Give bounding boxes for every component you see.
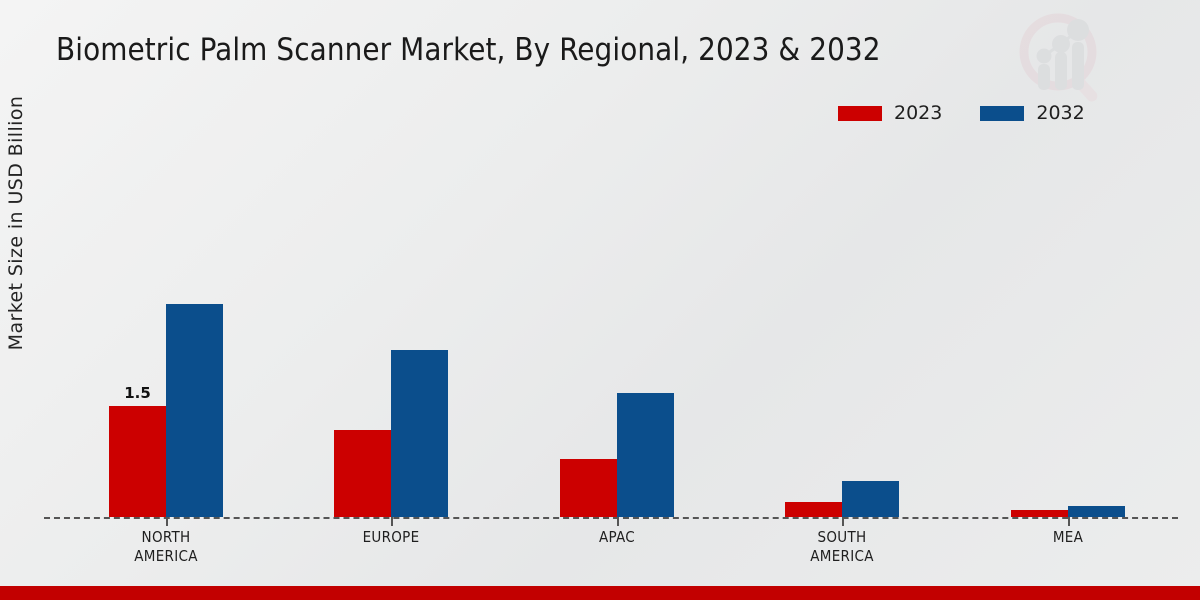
- x-axis-tick: [1068, 517, 1070, 526]
- x-axis-baseline: [44, 517, 1178, 519]
- legend-label-2023: 2023: [894, 102, 943, 124]
- x-axis-label-north-america: NORTH AMERICA: [134, 528, 198, 565]
- bar-rect: [560, 459, 617, 517]
- chart-title: Biometric Palm Scanner Market, By Region…: [56, 32, 881, 68]
- bar-rect: [391, 350, 448, 517]
- legend-label-2032: 2032: [1036, 102, 1085, 124]
- bar-rect: [842, 481, 899, 517]
- legend-item-2032[interactable]: 2032: [980, 102, 1085, 124]
- x-axis-label-south-america: SOUTH AMERICA: [810, 528, 874, 565]
- bar-rect: [1011, 510, 1068, 517]
- legend-item-2023[interactable]: 2023: [838, 104, 942, 123]
- x-axis-label-apac: APAC: [599, 528, 635, 546]
- x-axis-tick: [617, 517, 619, 526]
- bar-rect: [617, 393, 674, 517]
- legend-swatch-2023: [838, 106, 882, 121]
- bar-2032-south-america[interactable]: [842, 481, 899, 517]
- bar-2023-europe[interactable]: [334, 430, 391, 517]
- x-axis-tick: [166, 517, 168, 526]
- legend-swatch-2032: [980, 106, 1025, 121]
- bar-value-label: 1.5: [124, 384, 151, 402]
- bar-rect: [785, 502, 842, 517]
- bar-rect: [334, 430, 391, 517]
- bar-2032-mea[interactable]: [1068, 506, 1125, 517]
- bar-2032-north-america[interactable]: [166, 304, 223, 517]
- bar-rect: [1068, 506, 1125, 517]
- chart-legend: 2023 2032: [838, 104, 1085, 123]
- bar-2023-south-america[interactable]: [785, 502, 842, 517]
- x-axis-tick: [391, 517, 393, 526]
- bar-2023-north-america[interactable]: 1.5: [109, 384, 166, 517]
- x-axis-label-europe: EUROPE: [362, 528, 420, 546]
- bar-rect: [166, 304, 223, 517]
- bar-2023-apac[interactable]: [560, 459, 617, 517]
- footer-band: [0, 586, 1200, 600]
- bar-2023-mea[interactable]: [1011, 510, 1068, 517]
- bar-2032-apac[interactable]: [617, 393, 674, 517]
- bar-2032-europe[interactable]: [391, 350, 448, 517]
- x-axis-tick: [842, 517, 844, 526]
- x-axis-label-mea: MEA: [1052, 528, 1084, 546]
- bar-rect: [109, 406, 166, 517]
